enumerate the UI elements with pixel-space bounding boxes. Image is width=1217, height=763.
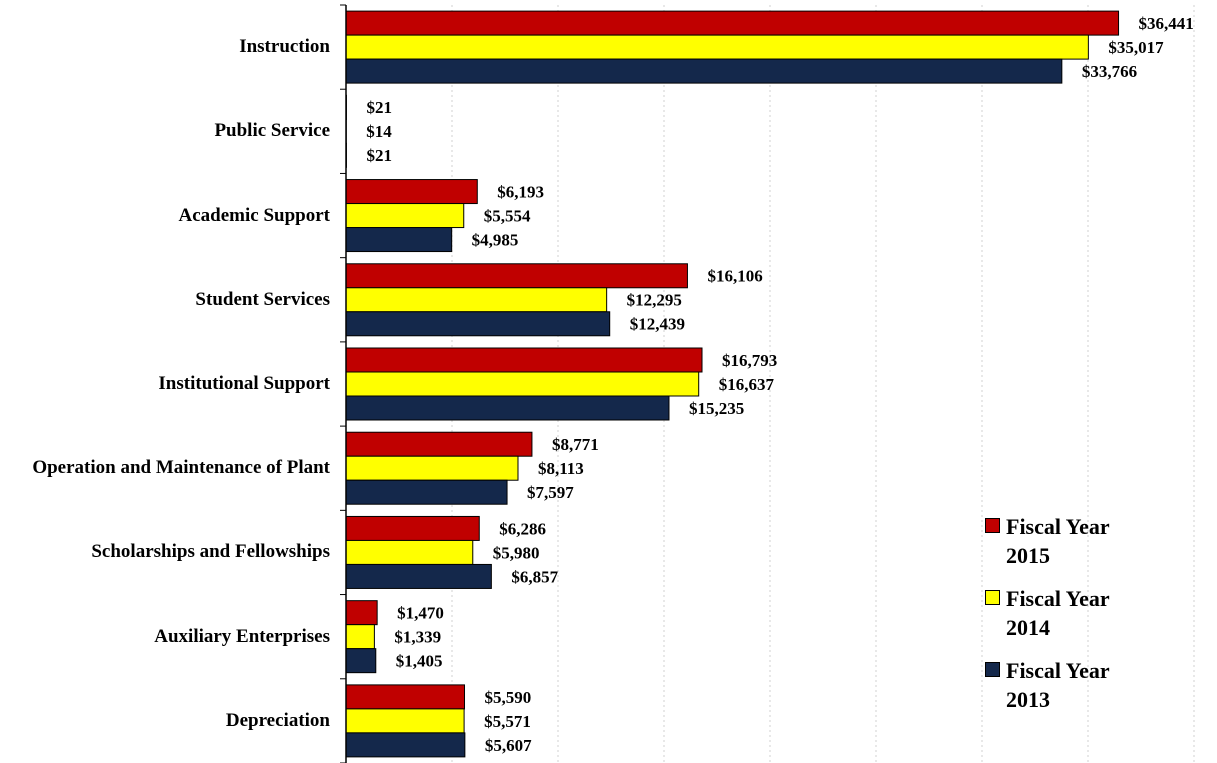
bar [345, 600, 378, 626]
category-label: Auxiliary Enterprises [154, 625, 330, 647]
bar [345, 58, 1063, 84]
bar [345, 347, 703, 373]
legend-label: Fiscal Year 2013 [1006, 658, 1110, 712]
category-label: Public Service [214, 120, 330, 142]
value-label: $15,235 [689, 399, 744, 418]
legend-swatch [985, 662, 1000, 677]
bar [345, 732, 466, 758]
bar [345, 455, 519, 481]
value-label: $8,771 [552, 435, 599, 454]
bar [345, 624, 375, 650]
bar [345, 311, 611, 337]
value-label: $4,985 [472, 230, 519, 249]
value-label: $16,106 [707, 267, 762, 286]
legend-label: Fiscal Year 2014 [1006, 586, 1110, 640]
value-label: $12,439 [630, 315, 685, 334]
value-label: $16,637 [719, 375, 775, 394]
value-label: $5,607 [485, 736, 532, 755]
value-label: $5,554 [484, 206, 531, 225]
value-label: $36,441 [1139, 14, 1194, 33]
value-label: $14 [366, 122, 392, 141]
category-label: Student Services [195, 288, 330, 310]
value-label: $7,597 [527, 483, 574, 502]
bar [345, 515, 480, 541]
bar [345, 287, 608, 313]
bar [345, 648, 377, 674]
bar [345, 34, 1089, 60]
value-label: $33,766 [1082, 62, 1137, 81]
value-label: $12,295 [627, 291, 682, 310]
bar [345, 263, 688, 289]
value-label: $6,286 [499, 519, 546, 538]
bar [345, 203, 465, 229]
value-label: $1,470 [397, 604, 444, 623]
legend-label: Fiscal Year 2015 [1006, 514, 1110, 568]
legend-swatch [985, 518, 1000, 533]
bar [345, 539, 474, 565]
value-label: $16,793 [722, 351, 777, 370]
bar [345, 395, 670, 421]
bar [345, 179, 478, 205]
bar [345, 10, 1120, 36]
value-label: $6,857 [511, 567, 558, 586]
bar [345, 563, 492, 589]
value-label: $21 [366, 146, 392, 165]
value-label: $5,590 [485, 688, 532, 707]
bar [345, 479, 508, 505]
category-label: Instruction [239, 36, 330, 58]
value-label: $21 [366, 98, 392, 117]
value-label: $5,980 [493, 543, 540, 562]
bar [345, 371, 700, 397]
value-label: $8,113 [538, 459, 584, 478]
value-label: $1,405 [396, 652, 443, 671]
bar [345, 708, 465, 734]
legend-entry: Fiscal Year 2015 [985, 512, 1135, 570]
category-label: Scholarships and Fellowships [91, 541, 330, 563]
legend-swatch [985, 590, 1000, 605]
value-label: $35,017 [1108, 38, 1164, 57]
category-label: Institutional Support [158, 372, 330, 394]
bar [345, 431, 533, 457]
bar [345, 684, 466, 710]
category-label: Academic Support [178, 204, 330, 226]
legend-entry: Fiscal Year 2013 [985, 656, 1135, 714]
bar [345, 227, 453, 253]
value-label: $5,571 [484, 712, 531, 731]
category-label: Operation and Maintenance of Plant [32, 457, 330, 479]
legend-entry: Fiscal Year 2014 [985, 584, 1135, 642]
value-label: $1,339 [394, 628, 441, 647]
value-label: $6,193 [497, 182, 544, 201]
category-label: Depreciation [225, 709, 330, 731]
